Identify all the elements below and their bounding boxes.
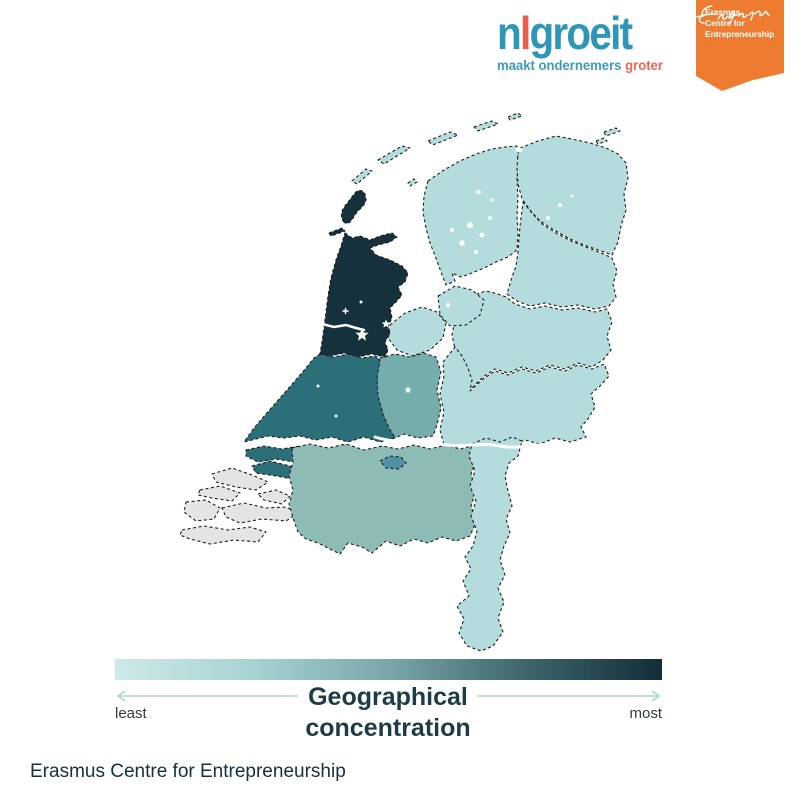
region-zeeland	[179, 467, 299, 545]
city-marker-dot-4	[490, 198, 494, 202]
arrow-head-left-icon	[116, 690, 126, 702]
arrow-head-right-icon	[651, 690, 661, 702]
legend-double-arrow	[116, 690, 661, 702]
logo-letter-l: l	[519, 7, 531, 59]
city-marker-diamond-urk	[445, 302, 451, 308]
badge-line-3: Entrepreneurship	[705, 29, 775, 40]
nlgroeit-logo: nlgroeit maakt ondernemers groter	[497, 8, 668, 73]
region-gelderland	[439, 346, 610, 449]
legend-title-line2: concentration	[305, 713, 471, 742]
nlgroeit-tagline: maakt ondernemers groter	[497, 58, 663, 73]
region-noord-brabant	[288, 443, 477, 555]
footer-attribution: Erasmus Centre for Entrepreneurship	[30, 761, 346, 782]
legend-title: Geographical concentration	[238, 682, 538, 743]
tagline-part1: maakt ondernemers	[497, 58, 626, 73]
region-drenthe	[506, 201, 618, 310]
city-marker-cross-leeuwarden	[475, 188, 482, 196]
badge-background	[696, 0, 784, 91]
noordzeekanaal-river	[320, 322, 366, 332]
region-noord-holland	[319, 189, 409, 358]
city-marker-dot-1	[359, 300, 363, 304]
badge-text: Erasmus Centre for Entrepreneurship	[705, 7, 774, 41]
erasmus-signature-icon	[696, 5, 770, 24]
region-flevoland	[387, 306, 447, 357]
erasmus-badge: Erasmus Centre for Entrepreneurship	[696, 0, 784, 100]
badge-pennant-shape	[696, 0, 784, 91]
city-marker-dot-2	[316, 384, 320, 388]
legend-most-label: most	[629, 705, 662, 722]
nlgroeit-wordmark: nlgroeit	[497, 8, 648, 58]
region-friesland	[422, 145, 519, 286]
region-noordoostpolder	[437, 285, 485, 327]
badge-line-1: Erasmus	[705, 7, 741, 17]
logo-word-groeit: groeit	[529, 7, 633, 59]
region-wadden-islands	[351, 112, 621, 187]
city-marker-star-small	[381, 319, 391, 328]
city-marker-cross-zaandam	[342, 307, 349, 315]
rhine-maas-rivers	[373, 435, 588, 449]
region-rivierenland-patch	[379, 455, 407, 470]
region-utrecht	[376, 352, 442, 439]
concentration-gradient-bar	[115, 659, 662, 680]
city-marker-dot-3	[334, 414, 338, 418]
legend-least-label: least	[115, 705, 147, 722]
groningen-lakes	[546, 194, 574, 220]
logo-letter-n: n	[497, 7, 522, 59]
tagline-part2: groter	[625, 58, 663, 73]
city-marker-star-utrecht	[404, 386, 412, 394]
city-marker-star-amsterdam	[355, 328, 369, 341]
badge-line-2: Centre for	[705, 18, 745, 29]
region-limburg	[456, 436, 523, 652]
friesland-lakes	[450, 147, 523, 254]
gradient-rect	[115, 659, 662, 680]
legend-title-line1: Geographical	[308, 683, 468, 711]
